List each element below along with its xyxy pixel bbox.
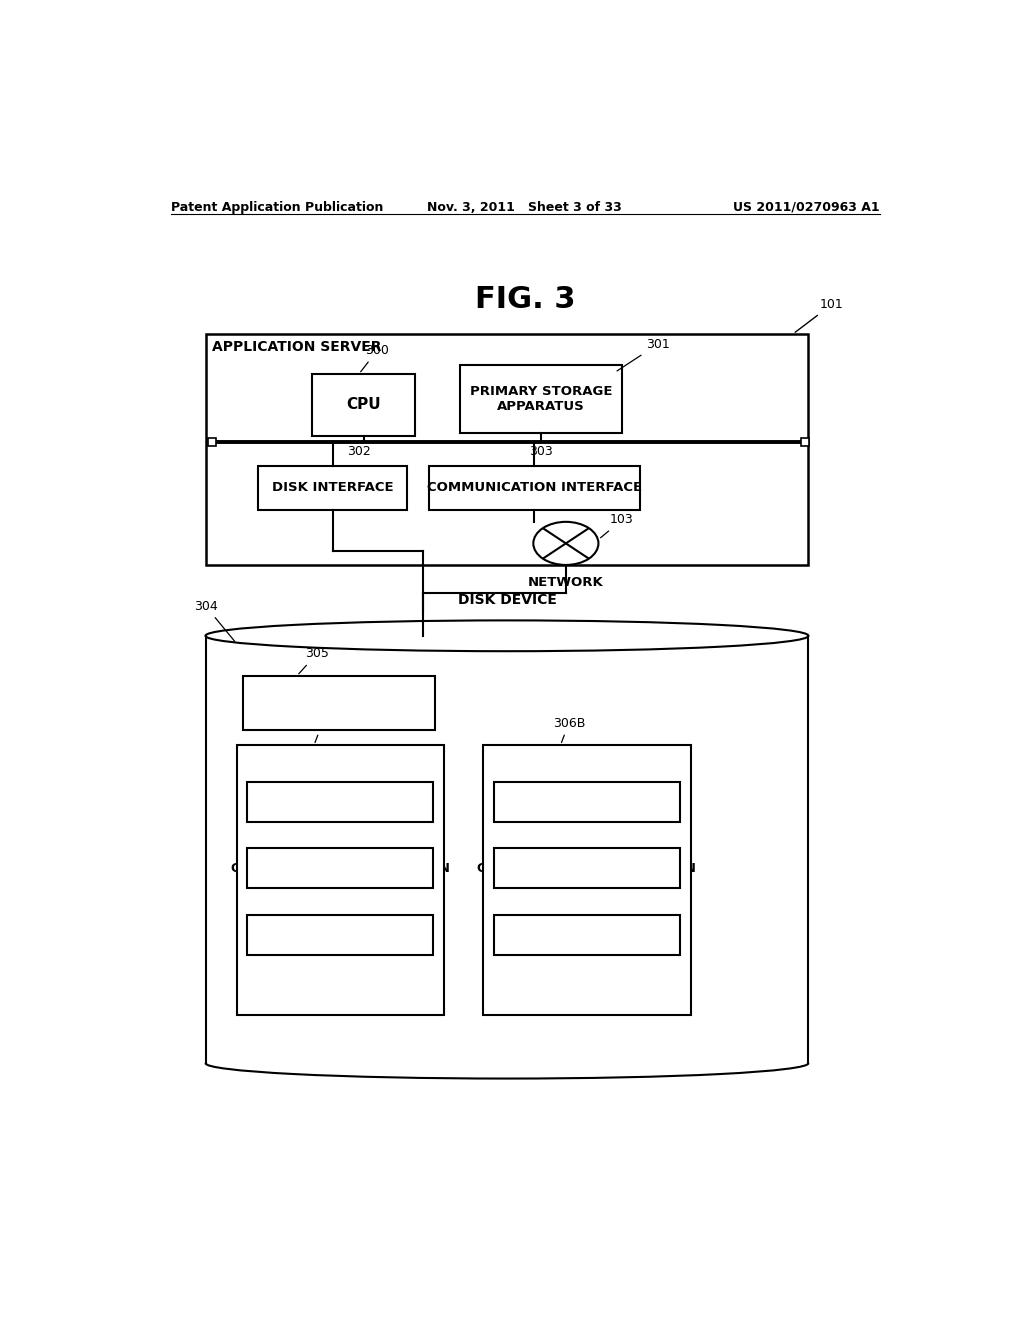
Bar — [429, 466, 640, 510]
Text: APPLICATION DELIVERY
PROGRAM: APPLICATION DELIVERY PROGRAM — [251, 689, 426, 717]
Text: 306B: 306B — [553, 717, 585, 743]
Text: 304: 304 — [194, 599, 234, 642]
Text: 307B: 307B — [558, 754, 596, 780]
Text: 300: 300 — [360, 345, 389, 372]
Text: Nov. 3, 2011   Sheet 3 of 33: Nov. 3, 2011 Sheet 3 of 33 — [427, 201, 623, 214]
Bar — [248, 781, 433, 822]
Bar — [258, 466, 407, 510]
Text: APPLICATION PROGRAM: APPLICATION PROGRAM — [498, 796, 676, 809]
Text: LIBRARY: LIBRARY — [309, 928, 372, 941]
Bar — [802, 438, 809, 446]
Text: Patent Application Publication: Patent Application Publication — [171, 201, 383, 214]
Text: 101: 101 — [796, 298, 844, 333]
Text: LIBRARY: LIBRARY — [555, 928, 618, 941]
Bar — [248, 915, 433, 954]
Text: COMMUNICATION INTERFACE: COMMUNICATION INTERFACE — [427, 482, 642, 495]
Bar — [312, 374, 415, 436]
Bar — [494, 781, 680, 822]
Text: 103: 103 — [600, 513, 634, 537]
Bar — [243, 676, 435, 730]
Bar — [206, 334, 809, 565]
Text: 302: 302 — [347, 445, 371, 458]
Text: DISK INTERFACE: DISK INTERFACE — [271, 482, 393, 495]
Text: CONFIGURATION INFORMATION: CONFIGURATION INFORMATION — [477, 862, 696, 875]
Text: 307A: 307A — [311, 754, 349, 780]
Text: DISK DEVICE: DISK DEVICE — [458, 593, 556, 607]
Bar — [494, 849, 680, 888]
Bar — [483, 744, 690, 1015]
Text: VIRTUAL APPLICATION: VIRTUAL APPLICATION — [489, 752, 655, 766]
Text: NETWORK: NETWORK — [528, 576, 604, 589]
Text: VIRTUAL APPLICATION: VIRTUAL APPLICATION — [243, 752, 409, 766]
Text: 303: 303 — [529, 445, 553, 458]
Text: 305: 305 — [299, 647, 329, 673]
Bar — [460, 364, 623, 433]
Text: FIG. 3: FIG. 3 — [474, 285, 575, 314]
Ellipse shape — [206, 1048, 809, 1078]
Bar — [494, 915, 680, 954]
Text: 309A: 309A — [311, 886, 349, 912]
Text: APPLICATION PROGRAM: APPLICATION PROGRAM — [251, 796, 430, 809]
Bar — [237, 744, 444, 1015]
Text: 309B: 309B — [558, 886, 596, 912]
Text: 308A: 308A — [311, 820, 349, 846]
Bar — [208, 438, 216, 446]
Text: US 2011/0270963 A1: US 2011/0270963 A1 — [733, 201, 880, 214]
Text: CONFIGURATION INFORMATION: CONFIGURATION INFORMATION — [231, 862, 450, 875]
Text: 308B: 308B — [558, 820, 596, 846]
Text: 301: 301 — [617, 338, 670, 371]
Ellipse shape — [206, 620, 809, 651]
Text: PRIMARY STORAGE
APPARATUS: PRIMARY STORAGE APPARATUS — [470, 384, 612, 413]
Bar — [248, 849, 433, 888]
Text: CPU: CPU — [346, 397, 381, 412]
Text: APPLICATION SERVER: APPLICATION SERVER — [212, 341, 381, 354]
Text: 306A: 306A — [306, 717, 339, 743]
Ellipse shape — [534, 521, 598, 565]
